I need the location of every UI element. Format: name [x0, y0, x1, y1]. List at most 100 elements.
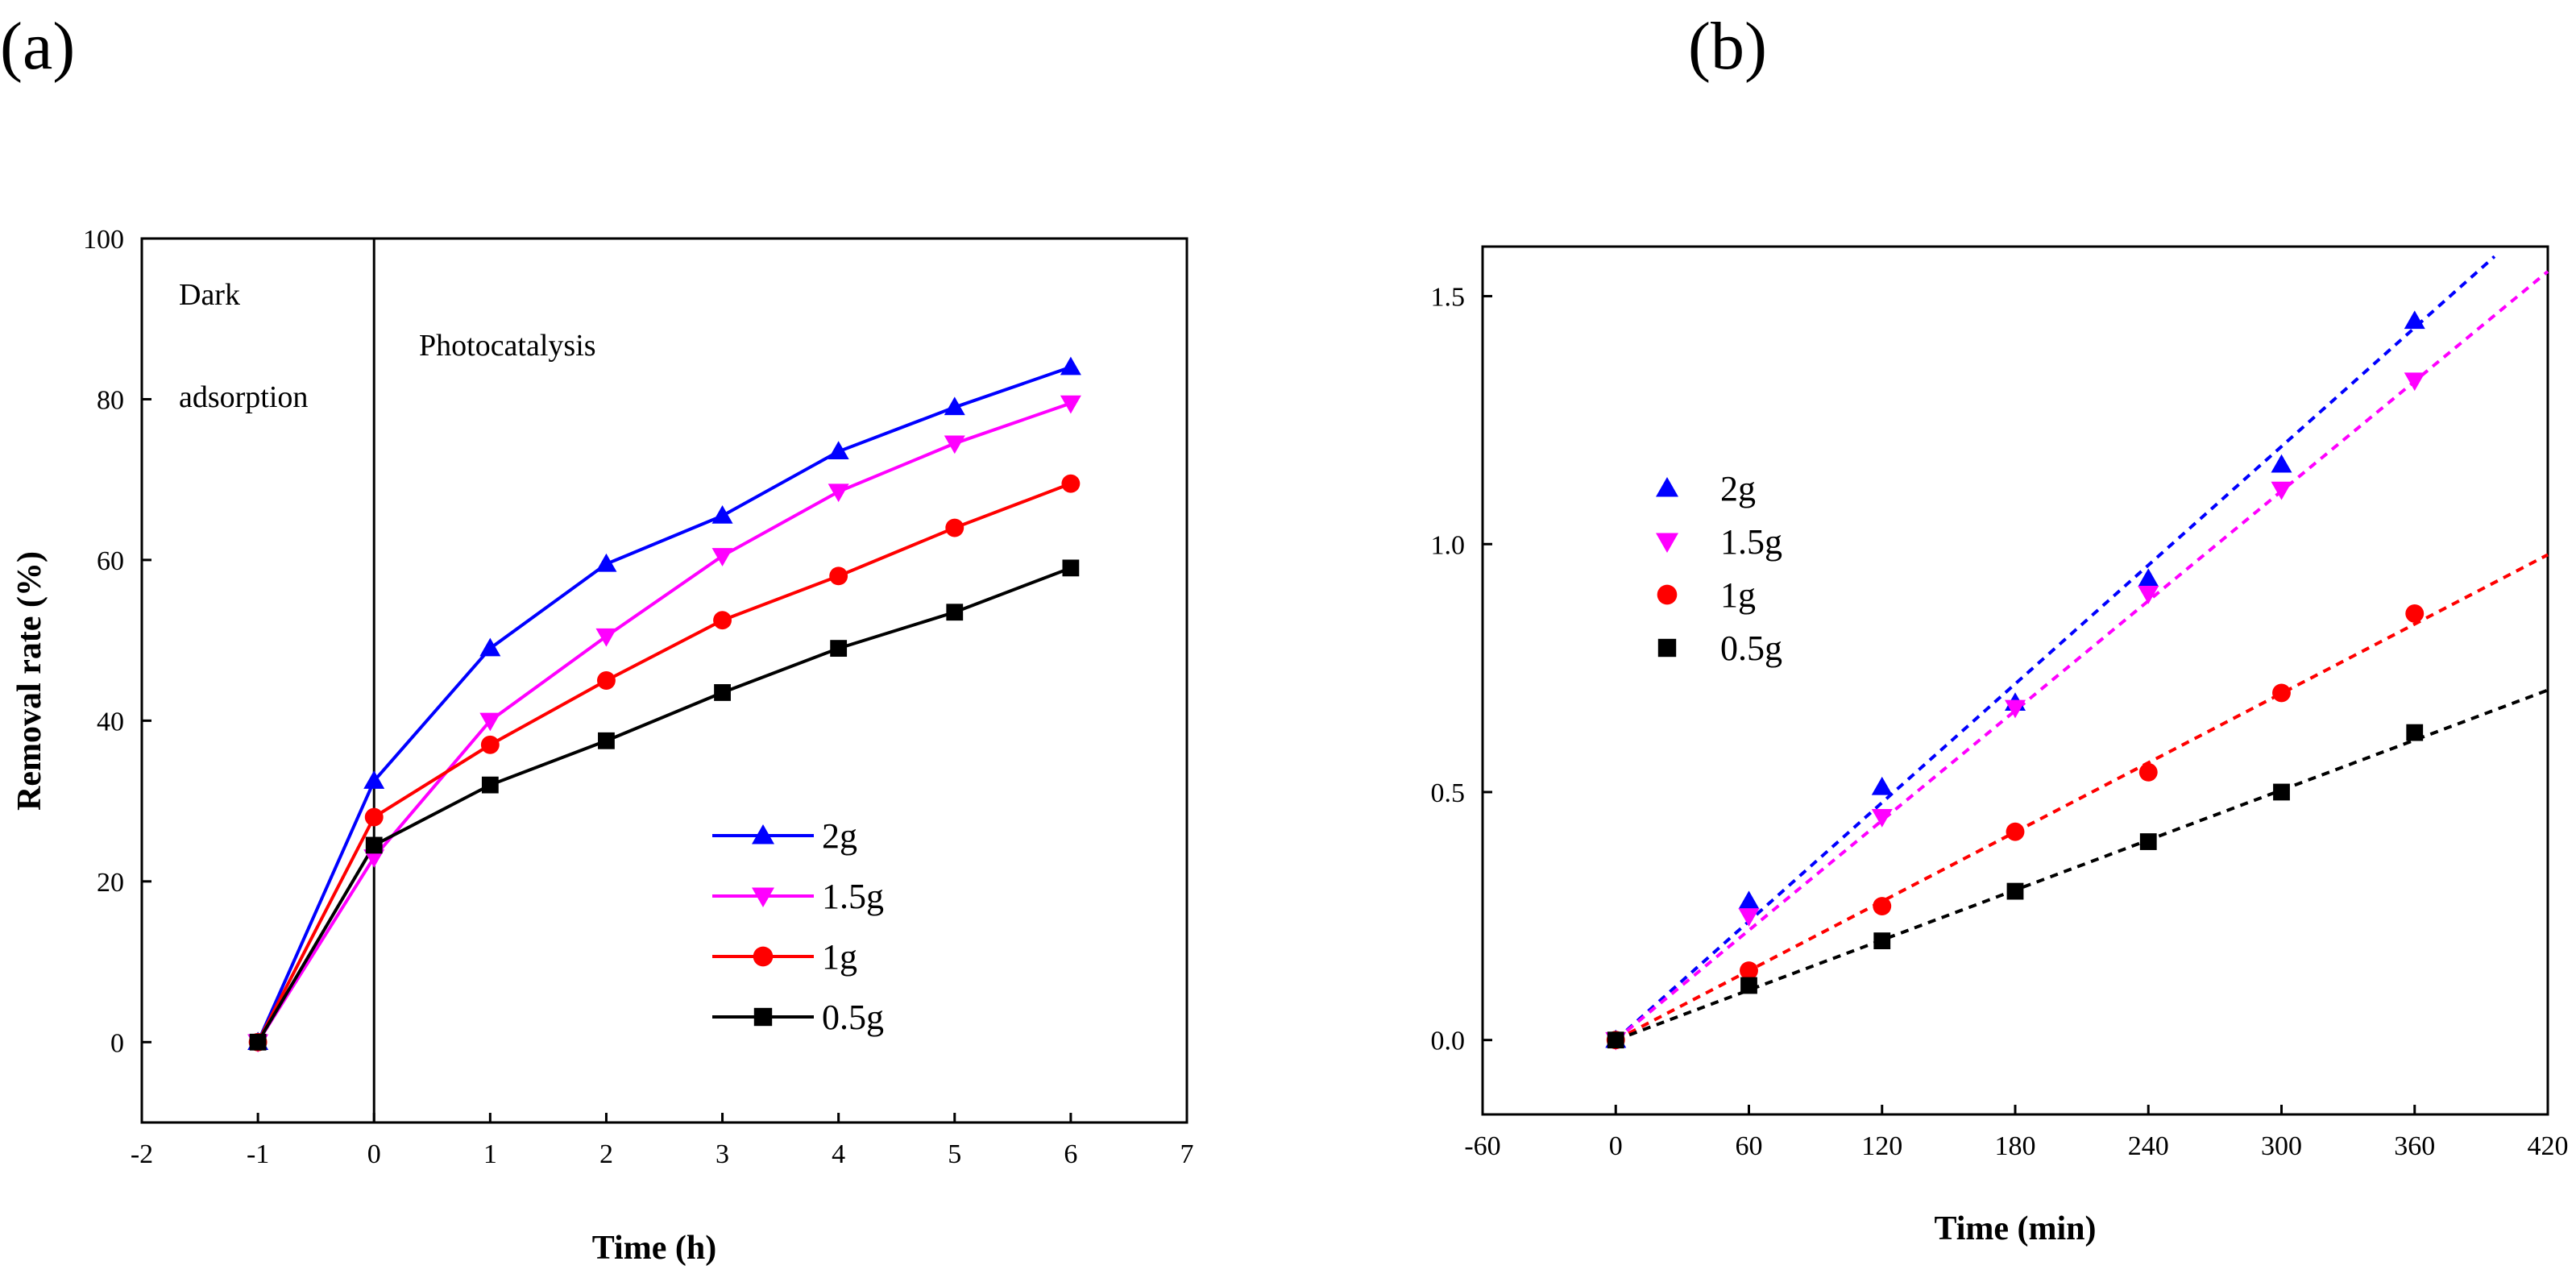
data-point-1.5g	[2005, 699, 2026, 719]
panel-a-legend: 2g 1.5g 1g 0.5g	[712, 816, 884, 1037]
panel-b-series	[1605, 255, 2549, 1051]
panel-a-y-tick-label: 100	[83, 225, 124, 255]
data-point-2g	[1060, 356, 1081, 376]
data-point-1g	[364, 807, 384, 827]
panel-a-x-axis-title: Time (h)	[592, 1230, 716, 1267]
data-point-1g	[2006, 822, 2025, 841]
panel-b-chart: (b) -60 0 60 120 180 240 300 360 420 0.0 0.5 1.0 1.5…	[1431, 9, 2569, 1247]
panel-a-x-tick-label: 2	[599, 1139, 613, 1169]
legend-label-0.5g: 0.5g	[822, 998, 884, 1037]
annotation-photocatalysis: Photocatalysis	[419, 329, 596, 363]
series-line-1.5g	[256, 401, 1072, 1044]
data-point-0.5g	[946, 604, 964, 621]
data-point-0.5g	[714, 684, 731, 701]
panel-b-x-tick-label: 240	[2128, 1131, 2169, 1161]
legend-marker-2g	[752, 824, 774, 844]
panel-b-x-tick-label: 60	[1736, 1131, 1763, 1161]
data-point-0.5g	[2406, 724, 2424, 741]
panel-b-label: (b)	[1688, 9, 1767, 84]
data-point-2g	[944, 396, 965, 416]
legend-label-1g: 1g	[822, 937, 857, 977]
panel-a-x-tick-label: 3	[716, 1139, 729, 1169]
data-point-1g	[2272, 683, 2291, 703]
data-point-1.5g	[363, 849, 385, 868]
legend-label-0.5g: 0.5g	[1720, 629, 1782, 668]
panel-a-series	[247, 356, 1081, 1053]
data-point-2g	[711, 505, 733, 524]
data-point-1.5g	[828, 483, 849, 503]
panel-a-y-tick-label: 80	[97, 385, 124, 415]
data-point-0.5g	[830, 640, 848, 658]
panel-b-x-tick-label: 0	[1609, 1131, 1623, 1161]
annotation-adsorption: adsorption	[179, 380, 308, 414]
panel-a-x-tick-label: 7	[1180, 1139, 1194, 1169]
panel-b-plot-frame	[1481, 245, 2549, 1116]
data-point-0.5g	[2139, 833, 2157, 850]
data-point-2g	[2271, 454, 2292, 473]
legend-marker-1g	[1657, 584, 1678, 605]
panel-b-x-axis-title: Time (min)	[1934, 1210, 2096, 1247]
data-point-1.5g	[2271, 481, 2292, 500]
data-point-1g	[945, 518, 964, 537]
data-point-1.5g	[1060, 395, 1081, 414]
legend-marker-0.5g	[753, 1007, 773, 1027]
panel-a-x-tick-label: 0	[367, 1139, 381, 1169]
data-point-2g	[828, 441, 849, 460]
series-line-2g	[256, 365, 1072, 1044]
legend-label-2g: 2g	[822, 816, 857, 856]
panel-b-y-tick-label: 0.5	[1431, 778, 1466, 808]
panel-a-x-tick-label: 1	[483, 1139, 497, 1169]
data-point-1g	[2138, 762, 2158, 782]
data-point-1g	[1740, 961, 1758, 980]
data-point-2g	[1871, 776, 1893, 795]
data-point-1g	[713, 611, 732, 630]
legend-label-1.5g: 1.5g	[1720, 522, 1782, 562]
panel-b-y-tick-label: 1.5	[1431, 283, 1466, 313]
panel-b-x-tick-label: 360	[2394, 1131, 2435, 1161]
fit-line-0.5g	[1615, 688, 2549, 1042]
data-point-0.5g	[598, 732, 615, 749]
data-point-1.5g	[1871, 808, 1893, 828]
legend-marker-0.5g	[1657, 638, 1677, 658]
panel-a-y-axis-title: Removal rate (%)	[11, 551, 48, 811]
panel-b-x-tick-label: 300	[2261, 1131, 2302, 1161]
panel-a-x-tick-label: -1	[247, 1139, 269, 1169]
legend-marker-2g	[1656, 477, 1678, 497]
series-line-1g	[256, 482, 1072, 1044]
panel-b-x-tick-label: 180	[1995, 1131, 2036, 1161]
data-point-0.5g	[2273, 783, 2290, 801]
data-point-2g	[595, 553, 617, 572]
data-point-1g	[829, 566, 848, 586]
panel-a-y-tick-label: 0	[110, 1028, 124, 1058]
data-point-0.5g	[2006, 882, 2024, 900]
panel-b-axes: -60 0 60 120 180 240 300 360 420 0.0 0.5 1.0 1.5	[1431, 283, 2569, 1161]
data-point-0.5g	[1062, 559, 1080, 577]
data-point-1g	[1873, 897, 1892, 915]
annotation-dark: Dark	[179, 278, 240, 312]
fit-line-2g	[1614, 255, 2496, 1042]
panel-b-x-tick-label: -60	[1464, 1131, 1500, 1161]
panel-b-legend: 2g 1.5g 1g 0.5g	[1656, 469, 1782, 668]
data-point-0.5g	[365, 836, 383, 854]
data-point-0.5g	[1873, 932, 1891, 949]
data-point-0.5g	[249, 1033, 267, 1051]
panel-b-y-tick-label: 0.0	[1431, 1027, 1466, 1056]
panel-a-x-tick-label: 6	[1064, 1139, 1077, 1169]
legend-label-2g: 2g	[1720, 469, 1756, 508]
data-point-0.5g	[1740, 977, 1757, 994]
data-point-1g	[2405, 604, 2425, 623]
data-point-1.5g	[2138, 586, 2159, 604]
data-point-1.5g	[944, 435, 965, 454]
panel-a-plot-frame	[140, 237, 1188, 1124]
data-point-1g	[597, 671, 616, 690]
data-point-1.5g	[711, 548, 733, 566]
legend-marker-1.5g	[1656, 533, 1678, 553]
series-line-0.5g	[256, 566, 1072, 1044]
data-point-0.5g	[481, 776, 499, 794]
data-point-1.5g	[595, 628, 617, 647]
legend-marker-1g	[753, 946, 774, 967]
panel-a-label: (a)	[0, 9, 75, 84]
data-point-2g	[363, 770, 385, 789]
panel-a-x-tick-label: -2	[131, 1139, 153, 1169]
